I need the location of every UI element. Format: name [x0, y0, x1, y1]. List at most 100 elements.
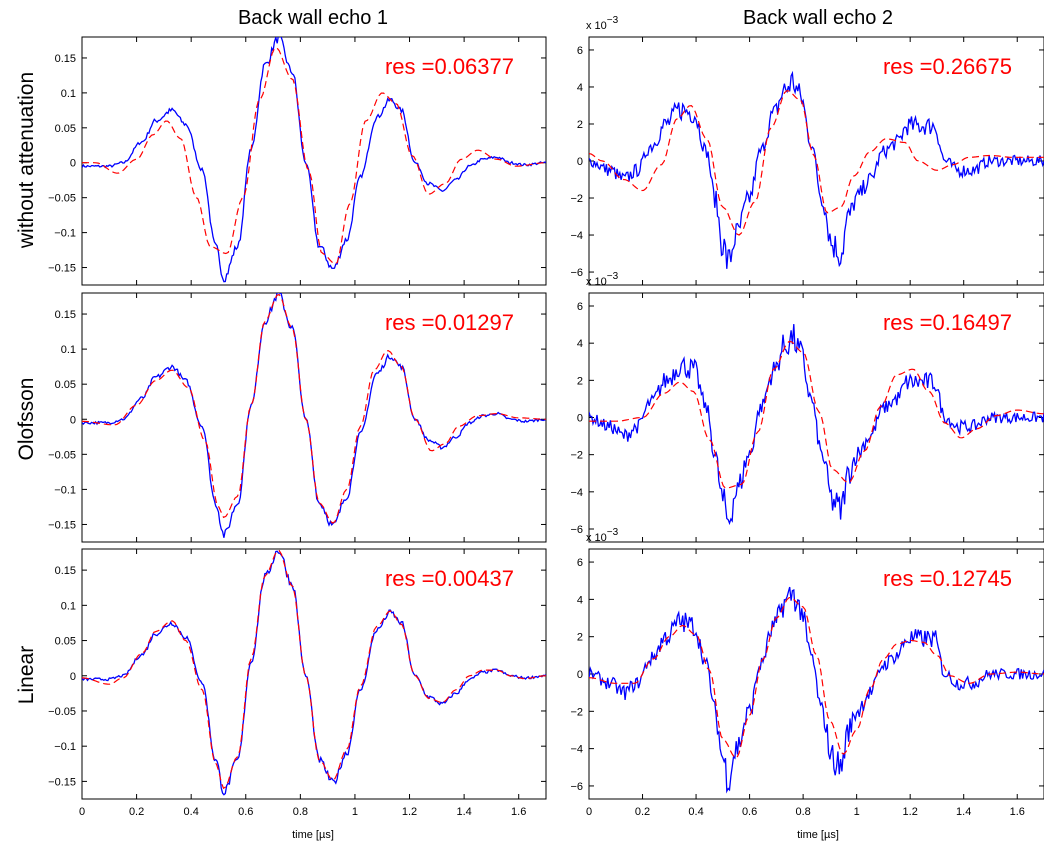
measured-signal-line	[589, 70, 1044, 269]
y-tick-label: −2	[570, 450, 583, 462]
y-tick-label: −0.1	[54, 228, 76, 240]
y-tick-label: 0.1	[61, 600, 76, 612]
column-title-echo2: Back wall echo 2	[743, 7, 893, 29]
model-fit-line	[82, 293, 546, 524]
y-tick-label: 2	[577, 375, 583, 387]
subplot-grid: −0.15 −0.1 −0.05 0 0.05 0.1 0.15 res =0.06377 −6…	[48, 15, 1044, 818]
residual-annotation: res =0.12745	[883, 566, 1012, 591]
y-tick-label: −6	[570, 781, 583, 793]
y-exponent-label: x 10−3	[586, 15, 619, 32]
y-tick-label: 4	[577, 82, 583, 94]
y-tick-label: −0.1	[54, 741, 76, 753]
x-tick-label: 0.8	[293, 806, 308, 818]
y-tick-label: 0.05	[55, 123, 76, 135]
x-tick-label: 0.2	[129, 806, 144, 818]
y-tick-label: 0.15	[55, 53, 76, 65]
y-tick-label: −0.15	[48, 263, 76, 275]
y-tick-label: −6	[570, 267, 583, 279]
y-tick-label: 2	[577, 632, 583, 644]
y-exponent-label: x 10−3	[586, 527, 619, 544]
y-tick-label: −4	[570, 744, 583, 756]
x-tick-label: 0	[79, 806, 85, 818]
y-tick-label: 0.05	[55, 379, 76, 391]
residual-annotation: res =0.16497	[883, 310, 1012, 335]
model-fit-line	[82, 549, 546, 790]
y-tick-label: −0.05	[48, 193, 76, 205]
y-tick-label: −4	[570, 487, 583, 499]
x-tick-label: 0.6	[742, 806, 757, 818]
subplot-r1-c1: −6 −4 −2 0 2 4 6 x 10−3 res =0.16497	[570, 271, 1044, 543]
residual-annotation: res =0.00437	[385, 566, 514, 591]
x-tick-label: 0.4	[184, 806, 199, 818]
y-tick-label: 0.05	[55, 636, 76, 648]
series-group	[589, 586, 1044, 794]
measured-signal-line	[589, 324, 1044, 526]
series-group	[589, 324, 1044, 526]
x-tick-label: 0.2	[635, 806, 650, 818]
y-tick-label: 0	[70, 671, 76, 683]
series-group	[82, 549, 546, 796]
y-tick-label: 6	[577, 45, 583, 57]
column-title-echo1: Back wall echo 1	[238, 7, 388, 29]
x-tick-label: 1	[854, 806, 860, 818]
y-tick-label: 4	[577, 338, 583, 350]
row-label-linear: Linear	[15, 646, 38, 704]
y-tick-label: 0	[577, 669, 583, 681]
series-group	[82, 37, 546, 283]
model-fit-line	[589, 340, 1044, 489]
y-tick-label: 0	[70, 158, 76, 170]
y-tick-label: 0	[577, 413, 583, 425]
y-tick-label: 0	[70, 414, 76, 426]
x-axis-label-echo1: time [µs]	[292, 829, 334, 841]
y-tick-label: −4	[570, 230, 583, 242]
y-tick-label: −2	[570, 706, 583, 718]
x-tick-label: 1	[352, 806, 358, 818]
x-tick-label: 1.4	[956, 806, 971, 818]
measured-signal-line	[589, 586, 1044, 794]
x-tick-label: 0	[586, 806, 592, 818]
x-tick-label: 1.4	[456, 806, 471, 818]
x-axis-label-echo2: time [µs]	[797, 829, 839, 841]
y-exponent-power: −3	[607, 271, 619, 282]
y-tick-label: −0.15	[48, 776, 76, 788]
y-exponent-power: −3	[607, 527, 619, 538]
residual-annotation: res =0.01297	[385, 310, 514, 335]
x-tick-label: 0.8	[795, 806, 810, 818]
y-tick-label: 0.1	[61, 344, 76, 356]
model-fit-line	[82, 47, 546, 265]
subplot-r2-c0: −0.15 −0.1 −0.05 0 0.05 0.1 0.15 0 0.2 0.4 0.6 0.8 1…	[48, 548, 547, 818]
y-tick-label: 2	[577, 119, 583, 131]
model-fit-line	[589, 596, 1044, 759]
y-tick-label: −0.05	[48, 449, 76, 461]
y-tick-label: −2	[570, 193, 583, 205]
x-tick-label: 1.6	[1010, 806, 1025, 818]
axes-frame	[81, 292, 547, 543]
series-group	[82, 293, 546, 538]
x-tick-label: 0.6	[238, 806, 253, 818]
y-tick-label: 4	[577, 594, 583, 606]
y-tick-label: −0.05	[48, 706, 76, 718]
subplot-r0-c0: −0.15 −0.1 −0.05 0 0.05 0.1 0.15 res =0.06377	[48, 36, 547, 286]
residual-annotation: res =0.26675	[883, 54, 1012, 79]
series-group	[589, 70, 1044, 269]
x-tick-label: 0.4	[688, 806, 703, 818]
y-tick-label: 0	[577, 156, 583, 168]
axes-frame	[81, 548, 547, 800]
residual-annotation: res =0.06377	[385, 54, 514, 79]
measured-signal-line	[82, 37, 546, 283]
subplot-r1-c0: −0.15 −0.1 −0.05 0 0.05 0.1 0.15 res =0.01297	[48, 292, 547, 543]
y-tick-label: 6	[577, 301, 583, 313]
x-tick-label: 1.2	[903, 806, 918, 818]
x-tick-label: 1.6	[511, 806, 526, 818]
y-tick-label: 0.15	[55, 565, 76, 577]
y-tick-label: 6	[577, 557, 583, 569]
y-tick-label: −0.1	[54, 484, 76, 496]
y-tick-label: −0.15	[48, 519, 76, 531]
row-label-without-attenuation: without attenuation	[15, 72, 38, 249]
y-tick-label: 0.15	[55, 309, 76, 321]
subplot-r2-c1: −6 −4 −2 0 2 4 6 0 0.2 0.4 0.6 0.8 1 1.2 1.4 1.6 x 10−3 r…	[570, 527, 1044, 818]
row-label-olofsson: Olofsson	[15, 378, 38, 461]
axes-frame	[81, 36, 547, 286]
y-exponent-power: −3	[607, 15, 619, 26]
